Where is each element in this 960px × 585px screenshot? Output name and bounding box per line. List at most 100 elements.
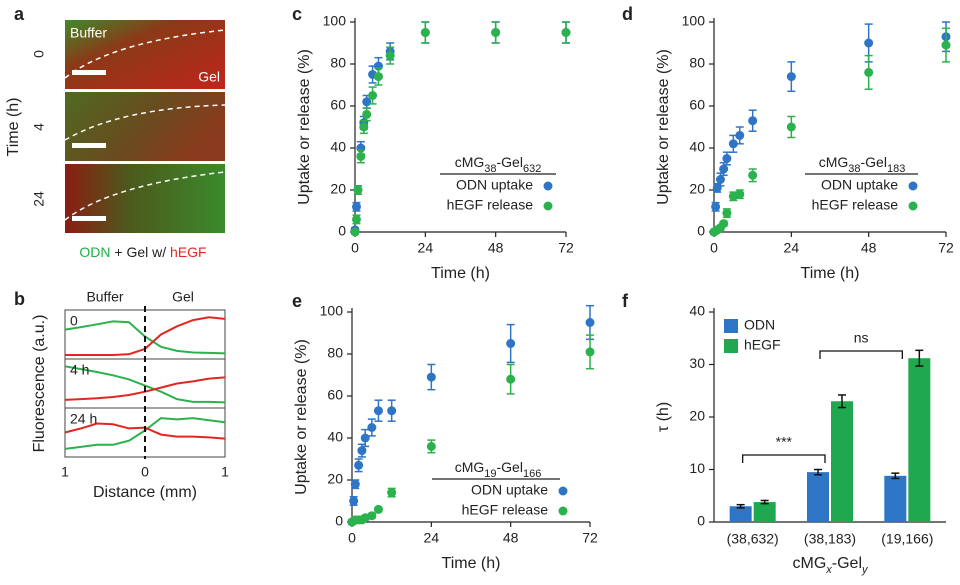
- legend-marker: [558, 486, 568, 496]
- panel-label: d: [622, 4, 633, 24]
- data-point: [715, 175, 725, 184]
- text-part: -Gel: [861, 154, 887, 170]
- x-axis-title: cMGx-Gely: [792, 555, 869, 576]
- x-axis-title: Time (h): [431, 265, 490, 282]
- x-tick-label: 48: [488, 240, 504, 256]
- y-tick-label: 20: [689, 181, 705, 197]
- bar: [884, 475, 907, 522]
- micrograph: [65, 20, 225, 89]
- legend-title: cMG38-Gel183: [819, 154, 906, 175]
- x-tick-label: 24: [418, 240, 434, 256]
- y-tick-label: 0: [338, 223, 346, 239]
- data-point: [373, 72, 383, 82]
- data-point: [728, 139, 738, 149]
- data-point: [735, 130, 745, 140]
- x-tick-label: (19,166): [881, 531, 933, 547]
- data-point: [367, 423, 377, 432]
- bar: [753, 502, 776, 522]
- text-part: 38: [484, 163, 496, 175]
- x-tick-label: 1: [221, 464, 229, 480]
- y-tick-label: 0: [697, 223, 705, 239]
- data-point: [373, 504, 383, 514]
- y-tick-label: 60: [330, 97, 346, 113]
- text-part: cMG: [455, 459, 485, 475]
- x-tick-label: 48: [503, 530, 519, 546]
- x-tick-label: 24: [784, 240, 800, 256]
- data-point: [351, 214, 361, 224]
- y-tick-label: 0: [335, 513, 343, 529]
- panel-label: a: [14, 4, 25, 24]
- legend-label: hEGF release: [447, 197, 534, 213]
- text-part: 19: [484, 468, 496, 480]
- legend-marker: [543, 201, 553, 211]
- data-point: [351, 202, 361, 212]
- text-part: -Gel: [497, 154, 523, 170]
- data-point: [491, 28, 501, 37]
- data-point: [748, 116, 758, 126]
- legend-label: hEGF release: [462, 502, 549, 518]
- data-point: [735, 189, 745, 199]
- data-point: [357, 446, 367, 456]
- y-axis-title: Time (h): [5, 98, 22, 157]
- text-part: 183: [887, 163, 905, 175]
- profile-line: [64, 365, 226, 404]
- legend-label: ODN uptake: [821, 177, 898, 193]
- subplot-label: 4 h: [70, 362, 89, 378]
- row-label: 4: [31, 123, 47, 131]
- text-part: 38: [848, 163, 860, 175]
- legend-swatch: [724, 339, 738, 353]
- y-tick-label: 100: [323, 13, 347, 29]
- legend-title: cMG19-Gel166: [455, 459, 542, 480]
- subplot-label: 0: [70, 313, 78, 329]
- x-tick-label: 72: [558, 240, 574, 256]
- data-point: [426, 372, 436, 382]
- panel-label: c: [292, 4, 302, 24]
- x-tick-label: (38,183): [804, 531, 856, 547]
- y-tick-label: 40: [327, 429, 343, 445]
- data-point: [350, 479, 360, 489]
- row-label: 24: [31, 191, 47, 207]
- y-axis-title: Fluorescence (a.u.): [31, 315, 48, 453]
- data-point: [362, 109, 372, 119]
- scale-bar: [72, 70, 106, 75]
- data-point: [359, 122, 369, 132]
- text-part: cMG: [455, 154, 485, 170]
- legend-marker: [908, 181, 918, 191]
- x-tick-label: 72: [938, 240, 954, 256]
- y-tick-label: 20: [689, 408, 705, 424]
- data-point: [356, 151, 366, 161]
- data-point: [748, 170, 758, 180]
- data-point: [367, 511, 377, 521]
- significance-label: ***: [776, 434, 793, 450]
- y-tick-label: 40: [689, 139, 705, 155]
- text-part: -Gel: [497, 459, 523, 475]
- data-point: [385, 51, 395, 61]
- significance-label: ns: [854, 330, 869, 346]
- legend-swatch: [724, 319, 738, 333]
- significance-bracket: [819, 350, 903, 359]
- data-point: [941, 40, 951, 50]
- y-tick-label: 10: [689, 460, 705, 476]
- y-tick-label: 20: [330, 181, 346, 197]
- data-point: [722, 208, 732, 218]
- y-tick-label: 80: [330, 55, 346, 71]
- scale-bar: [72, 216, 106, 221]
- y-tick-label: 0: [697, 513, 705, 529]
- y-axis-title: Uptake or release (%): [293, 339, 310, 495]
- x-tick-label: 24: [424, 530, 440, 546]
- text-part: cMG: [792, 555, 826, 572]
- caption-part: hEGF: [170, 244, 207, 260]
- x-axis-title: Distance (mm): [93, 484, 197, 501]
- data-point: [561, 28, 571, 37]
- data-point: [506, 374, 516, 384]
- caption-part: + Gel w/: [111, 244, 171, 260]
- data-point: [506, 339, 516, 348]
- text-part: x: [825, 564, 832, 576]
- data-point: [864, 67, 874, 77]
- data-point: [354, 460, 364, 470]
- text-part: -Gel: [832, 555, 862, 572]
- data-point: [711, 202, 721, 212]
- data-point: [360, 433, 370, 443]
- y-tick-label: 100: [682, 13, 706, 29]
